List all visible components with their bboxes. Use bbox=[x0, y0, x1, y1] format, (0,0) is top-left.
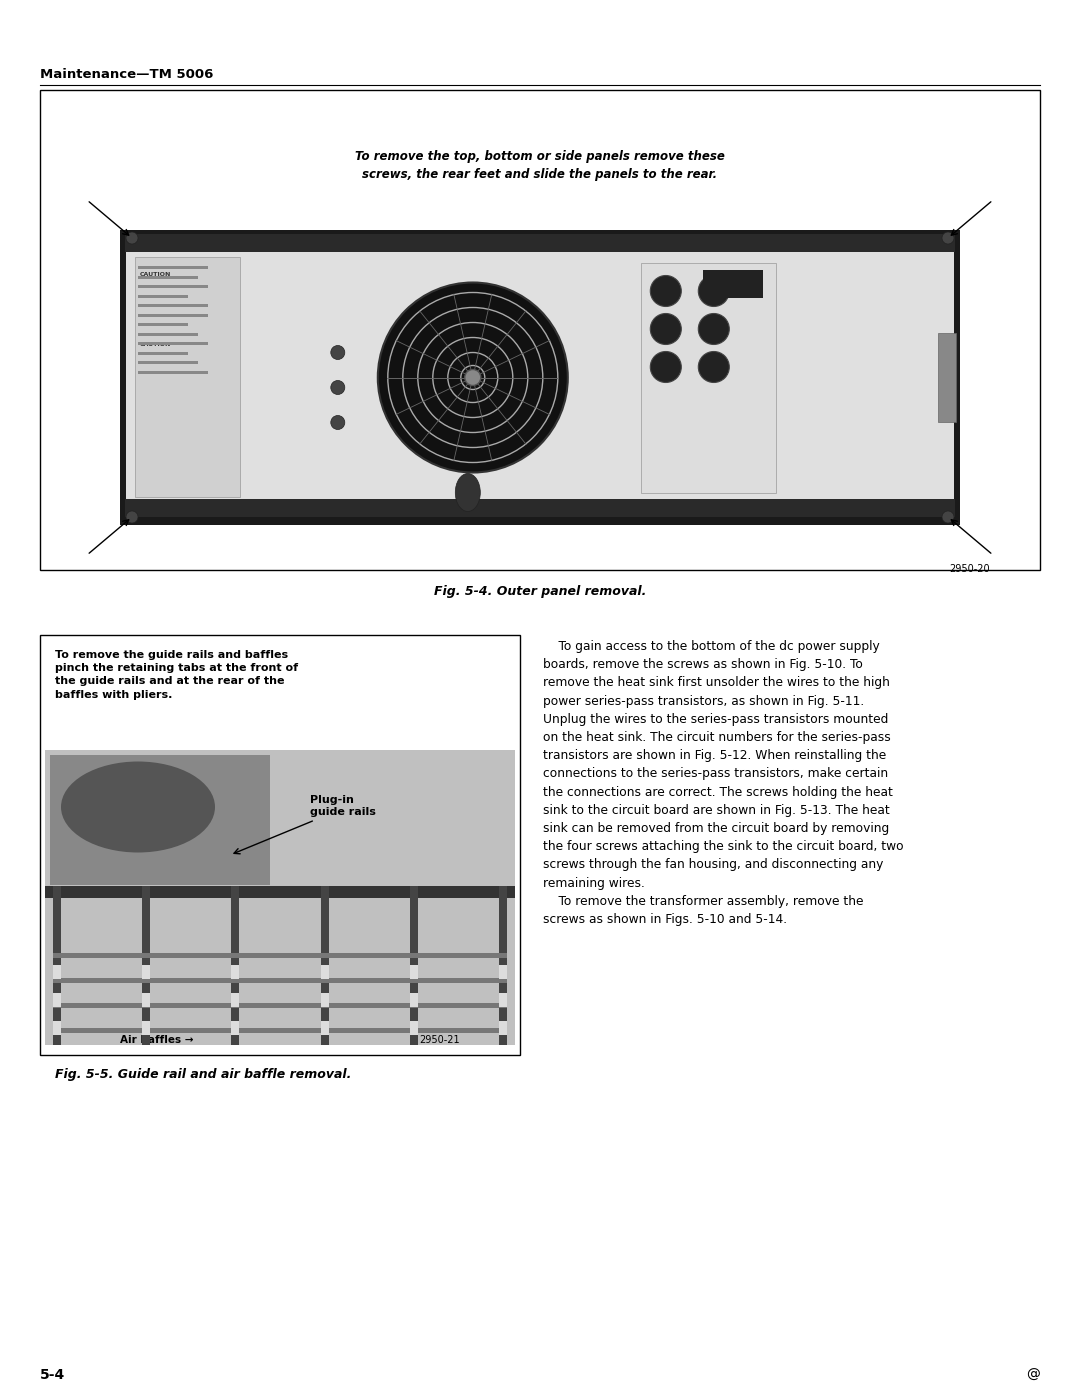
Bar bbox=[45, 886, 515, 897]
Circle shape bbox=[378, 282, 568, 472]
Bar bbox=[499, 993, 507, 1007]
Text: Fig. 5-4. Outer panel removal.: Fig. 5-4. Outer panel removal. bbox=[434, 585, 646, 598]
Bar bbox=[40, 636, 519, 1055]
Bar bbox=[138, 342, 208, 345]
Bar bbox=[53, 978, 507, 983]
Bar bbox=[53, 965, 60, 979]
Bar bbox=[499, 1021, 507, 1035]
Circle shape bbox=[650, 275, 681, 306]
Bar bbox=[321, 965, 328, 979]
Bar bbox=[138, 352, 188, 355]
Text: To remove the transformer assembly, remove the
screws as shown in Figs. 5-10 and: To remove the transformer assembly, remo… bbox=[543, 895, 864, 926]
Text: To remove the top, bottom or side panels remove these
screws, the rear feet and : To remove the top, bottom or side panels… bbox=[355, 149, 725, 182]
Bar bbox=[138, 285, 208, 288]
Text: Plug-in
guide rails: Plug-in guide rails bbox=[310, 795, 376, 817]
Bar bbox=[143, 1021, 150, 1035]
Text: CAUTION: CAUTION bbox=[140, 342, 172, 346]
Bar bbox=[138, 305, 208, 307]
Circle shape bbox=[699, 352, 729, 383]
Circle shape bbox=[942, 511, 954, 522]
Ellipse shape bbox=[456, 474, 481, 511]
Bar bbox=[138, 265, 208, 270]
Bar bbox=[409, 1021, 418, 1035]
Bar bbox=[143, 965, 150, 979]
Circle shape bbox=[699, 313, 729, 345]
Bar bbox=[231, 965, 240, 979]
Circle shape bbox=[330, 415, 345, 429]
Bar bbox=[231, 1021, 240, 1035]
Bar bbox=[409, 886, 418, 1045]
Text: 5-4: 5-4 bbox=[40, 1368, 65, 1382]
Bar bbox=[138, 370, 208, 373]
Bar bbox=[143, 993, 150, 1007]
Bar bbox=[50, 754, 270, 886]
Bar bbox=[40, 89, 1040, 570]
Text: To gain access to the bottom of the dc power supply
boards, remove the screws as: To gain access to the bottom of the dc p… bbox=[543, 640, 904, 890]
Circle shape bbox=[330, 380, 345, 394]
Bar bbox=[45, 750, 515, 1045]
Bar bbox=[138, 313, 208, 317]
Text: 2950-21: 2950-21 bbox=[419, 1035, 460, 1045]
Text: Air baffles →: Air baffles → bbox=[120, 1035, 193, 1045]
Bar bbox=[321, 886, 328, 1045]
Bar bbox=[499, 965, 507, 979]
Bar bbox=[640, 263, 775, 493]
Circle shape bbox=[699, 275, 729, 306]
Circle shape bbox=[464, 369, 481, 386]
Circle shape bbox=[650, 313, 681, 345]
Bar bbox=[138, 332, 198, 335]
Bar bbox=[703, 270, 762, 298]
Bar bbox=[53, 1028, 507, 1032]
Bar bbox=[53, 953, 507, 958]
Bar bbox=[321, 1021, 328, 1035]
Bar bbox=[138, 360, 198, 365]
Bar bbox=[143, 886, 150, 1045]
Bar bbox=[138, 323, 188, 326]
Bar bbox=[53, 886, 60, 1045]
Bar bbox=[135, 257, 240, 497]
Bar bbox=[120, 231, 960, 525]
Circle shape bbox=[126, 232, 138, 244]
Bar bbox=[138, 295, 188, 298]
Bar bbox=[231, 993, 240, 1007]
Bar bbox=[53, 993, 60, 1007]
Bar bbox=[939, 334, 956, 422]
Text: @: @ bbox=[1026, 1368, 1040, 1382]
Bar bbox=[53, 1021, 60, 1035]
Bar bbox=[409, 965, 418, 979]
Text: CAUTION: CAUTION bbox=[140, 272, 172, 277]
Circle shape bbox=[330, 345, 345, 359]
Circle shape bbox=[942, 232, 954, 244]
Bar bbox=[409, 993, 418, 1007]
Bar bbox=[499, 886, 507, 1045]
Bar bbox=[138, 275, 198, 278]
Text: To remove the guide rails and baffles
pinch the retaining tabs at the front of
t: To remove the guide rails and baffles pi… bbox=[55, 650, 298, 700]
Bar bbox=[231, 886, 240, 1045]
Bar bbox=[53, 1003, 507, 1009]
Text: Maintenance—TM 5006: Maintenance—TM 5006 bbox=[40, 68, 214, 81]
Text: 2950-20: 2950-20 bbox=[949, 564, 990, 574]
Circle shape bbox=[126, 511, 138, 522]
Bar bbox=[125, 235, 955, 251]
Bar bbox=[125, 499, 955, 517]
Bar bbox=[321, 993, 328, 1007]
Ellipse shape bbox=[60, 761, 215, 852]
Circle shape bbox=[650, 352, 681, 383]
Text: Fig. 5-5. Guide rail and air baffle removal.: Fig. 5-5. Guide rail and air baffle remo… bbox=[55, 1067, 351, 1081]
Bar bbox=[126, 235, 954, 500]
